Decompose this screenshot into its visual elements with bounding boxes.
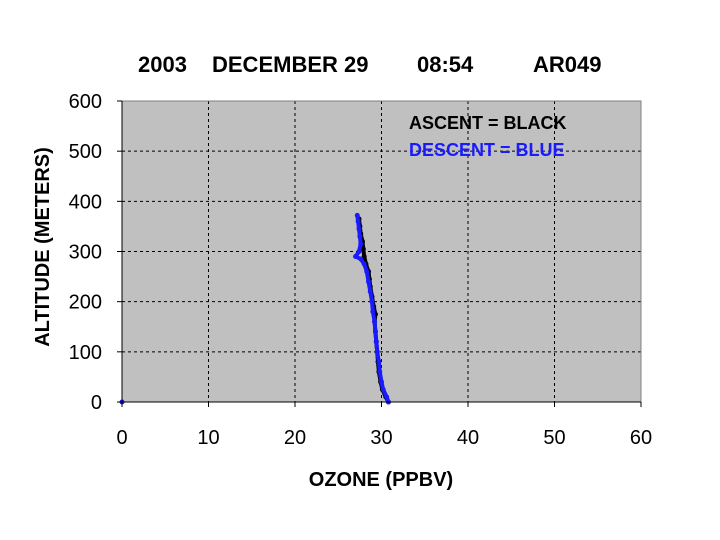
data-point [376, 359, 382, 365]
data-point [369, 299, 375, 305]
legend-entry: ASCENT = BLACK [409, 113, 567, 133]
x-axis-label: OZONE (PPBV) [309, 469, 453, 491]
x-tick-label: 40 [457, 427, 479, 449]
data-point [380, 386, 386, 392]
data-point [370, 309, 376, 315]
data-point [356, 226, 362, 232]
y-tick-label: 400 [69, 191, 102, 213]
legend-entry: DESCENT = BLUE [409, 140, 565, 160]
data-point [374, 349, 380, 355]
data-point [355, 218, 361, 224]
x-tick-label: 0 [116, 427, 127, 449]
title-year: 2003 [138, 52, 187, 77]
data-point [364, 269, 370, 275]
data-point [366, 279, 372, 285]
x-tick-label: 30 [370, 427, 392, 449]
chart-title: 2003 DECEMBER 29 08:54 AR049 [120, 52, 640, 82]
data-point [372, 329, 378, 335]
x-tick-label: 10 [197, 427, 219, 449]
x-tick-label: 50 [543, 427, 565, 449]
data-point [384, 394, 390, 400]
y-tick-label: 600 [69, 91, 102, 113]
data-point [354, 212, 360, 218]
title-date: DECEMBER 29 [212, 52, 369, 77]
data-point [361, 261, 367, 267]
y-tick-label: 0 [91, 392, 102, 414]
data-point [358, 256, 364, 262]
data-point [372, 319, 378, 325]
y-tick-label: 300 [69, 242, 102, 264]
data-point [373, 339, 379, 345]
data-point [356, 249, 362, 254]
x-tick-label: 20 [284, 427, 306, 449]
title-id: AR049 [533, 52, 602, 77]
data-point [377, 369, 383, 375]
data-point [361, 254, 367, 260]
x-tick-label: 60 [630, 427, 652, 449]
data-point [367, 289, 373, 295]
data-point [360, 246, 366, 252]
data-point [353, 254, 359, 260]
y-axis-label: ALTITUDE (METERS) [32, 147, 54, 347]
data-point [358, 241, 364, 247]
y-tick-label: 200 [69, 292, 102, 314]
data-point [379, 379, 384, 385]
y-tick-label: 500 [69, 141, 102, 163]
y-tick-label: 100 [69, 342, 102, 364]
data-point [357, 233, 363, 239]
title-time: 08:54 [417, 52, 474, 77]
